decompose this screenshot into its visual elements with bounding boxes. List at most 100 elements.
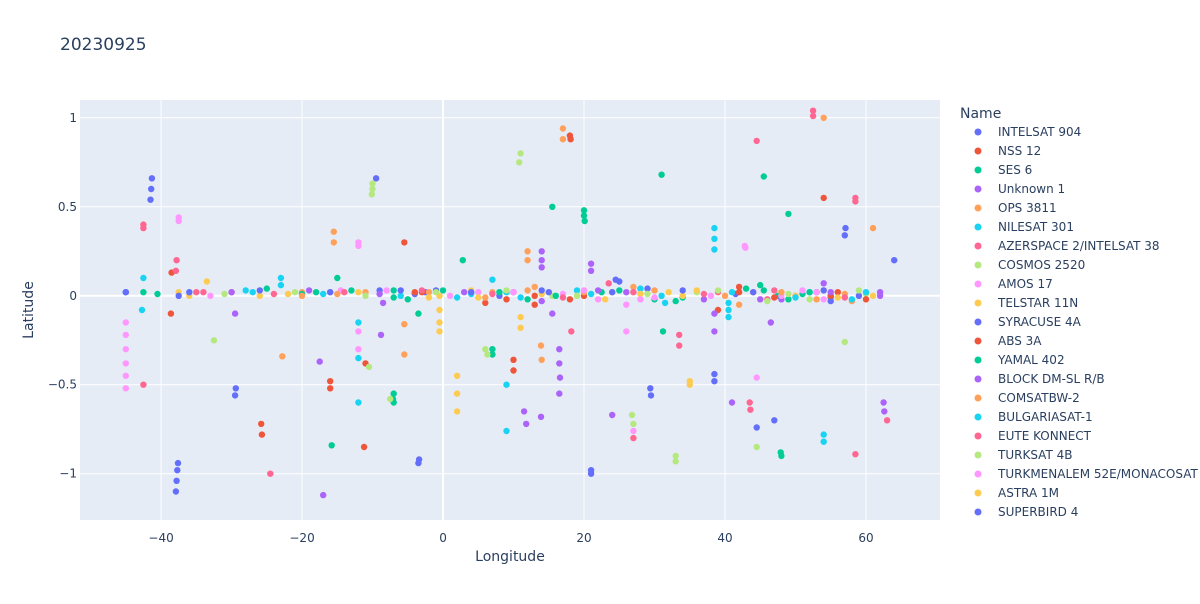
data-point <box>355 289 362 296</box>
data-point <box>707 292 715 299</box>
data-point <box>231 310 239 317</box>
data-point <box>174 467 181 474</box>
data-point <box>517 324 524 331</box>
legend-item[interactable]: TURKSAT 4B <box>974 448 1073 462</box>
legend-label: AZERSPACE 2/INTELSAT 38 <box>998 239 1160 253</box>
data-point <box>277 281 285 289</box>
data-point <box>538 356 545 363</box>
x-tick-label: 60 <box>858 531 873 545</box>
data-point <box>489 346 496 353</box>
data-point <box>672 452 679 460</box>
data-point <box>489 351 496 358</box>
data-point <box>122 385 129 392</box>
data-point <box>725 313 732 321</box>
data-point <box>503 427 510 435</box>
data-point <box>573 287 581 294</box>
legend-marker <box>974 261 982 269</box>
x-tick-labels: −40 −20 0 20 40 60 <box>148 531 873 545</box>
data-point <box>711 310 718 317</box>
legend-item[interactable]: BULGARIASAT-1 <box>974 410 1093 424</box>
legend-marker <box>974 508 982 516</box>
data-point <box>390 294 397 301</box>
legend-item[interactable]: SES 6 <box>974 163 1033 177</box>
legend-item[interactable]: COSMOS 2520 <box>974 258 1086 272</box>
series-13 <box>228 287 884 305</box>
legend-marker <box>974 451 982 459</box>
legend-item[interactable]: NILESAT 301 <box>974 220 1074 234</box>
data-point <box>820 296 827 303</box>
data-point <box>559 294 567 301</box>
data-point <box>760 287 767 294</box>
data-point <box>880 399 887 406</box>
data-point <box>436 306 443 314</box>
data-point <box>330 239 337 246</box>
data-point <box>559 136 567 143</box>
data-point <box>355 346 362 353</box>
data-point <box>383 287 390 294</box>
data-point <box>368 191 375 198</box>
data-point <box>510 289 517 296</box>
data-point <box>841 232 848 239</box>
data-point <box>809 107 817 114</box>
data-point <box>418 287 426 294</box>
series-6 <box>140 107 891 477</box>
legend-item[interactable]: ABS 3A <box>974 334 1043 348</box>
legend-item[interactable]: TURKMENALEM 52E/MONACOSAT <box>974 467 1199 481</box>
legend-label: SYRACUSE 4A <box>998 315 1082 329</box>
legend-marker <box>974 166 982 174</box>
data-point <box>623 328 630 335</box>
data-point <box>672 458 679 465</box>
data-point <box>436 319 443 326</box>
legend-item[interactable]: AMOS 17 <box>974 277 1053 291</box>
legend-items[interactable]: INTELSAT 904 NSS 12 SES 6 Unknown 1 OPS 3811… <box>974 125 1199 519</box>
data-point <box>559 125 567 132</box>
legend-item[interactable]: COMSATBW-2 <box>974 391 1080 405</box>
legend-item[interactable]: SYRACUSE 4A <box>974 315 1082 329</box>
data-point <box>637 290 644 298</box>
data-point <box>538 297 545 305</box>
legend-label: BLOCK DM-SL R/B <box>998 372 1105 386</box>
legend-item[interactable]: ASTRA 1M <box>974 486 1060 500</box>
data-point <box>362 292 369 299</box>
data-point <box>312 289 320 296</box>
data-point <box>122 360 129 367</box>
data-point <box>771 417 778 424</box>
legend-item[interactable]: EUTE KONNECT <box>974 429 1092 443</box>
legend-item[interactable]: YAMAL 402 <box>974 353 1065 367</box>
legend-label: AMOS 17 <box>998 277 1053 291</box>
legend-item[interactable]: AZERSPACE 2/INTELSAT 38 <box>974 239 1160 253</box>
data-point <box>284 290 292 298</box>
legend-marker <box>974 413 982 421</box>
legend-label: NSS 12 <box>998 144 1041 158</box>
data-point <box>520 408 528 415</box>
data-point <box>203 278 211 285</box>
legend-item[interactable]: INTELSAT 904 <box>974 125 1082 139</box>
data-point <box>242 287 249 294</box>
x-axis-label: Longitude <box>475 549 545 565</box>
legend-title: Name <box>960 106 1001 122</box>
data-point <box>686 381 693 388</box>
legend-item[interactable]: OPS 3811 <box>974 201 1057 215</box>
legend[interactable]: Name INTELSAT 904 NSS 12 SES 6 Unknown 1 OPS… <box>960 106 1198 519</box>
data-point <box>401 239 408 246</box>
data-point <box>869 292 877 299</box>
data-point <box>538 248 545 255</box>
legend-item[interactable]: BLOCK DM-SL R/B <box>974 372 1105 386</box>
data-point <box>517 313 524 321</box>
data-point <box>148 185 155 193</box>
data-point <box>806 289 813 296</box>
legend-item[interactable]: NSS 12 <box>974 144 1042 158</box>
legend-item[interactable]: SUPERBIRD 4 <box>974 505 1079 519</box>
data-point <box>753 443 760 451</box>
data-point <box>612 276 619 283</box>
data-point <box>594 287 602 294</box>
data-point <box>175 292 182 299</box>
series-5 <box>138 224 856 445</box>
legend-item[interactable]: TELSTAR 11N <box>974 296 1079 310</box>
legend-label: YAMAL 402 <box>997 353 1065 367</box>
data-point <box>757 281 764 289</box>
legend-marker <box>974 432 982 440</box>
data-point <box>140 274 147 282</box>
legend-item[interactable]: Unknown 1 <box>974 182 1066 196</box>
legend-marker <box>974 185 982 193</box>
